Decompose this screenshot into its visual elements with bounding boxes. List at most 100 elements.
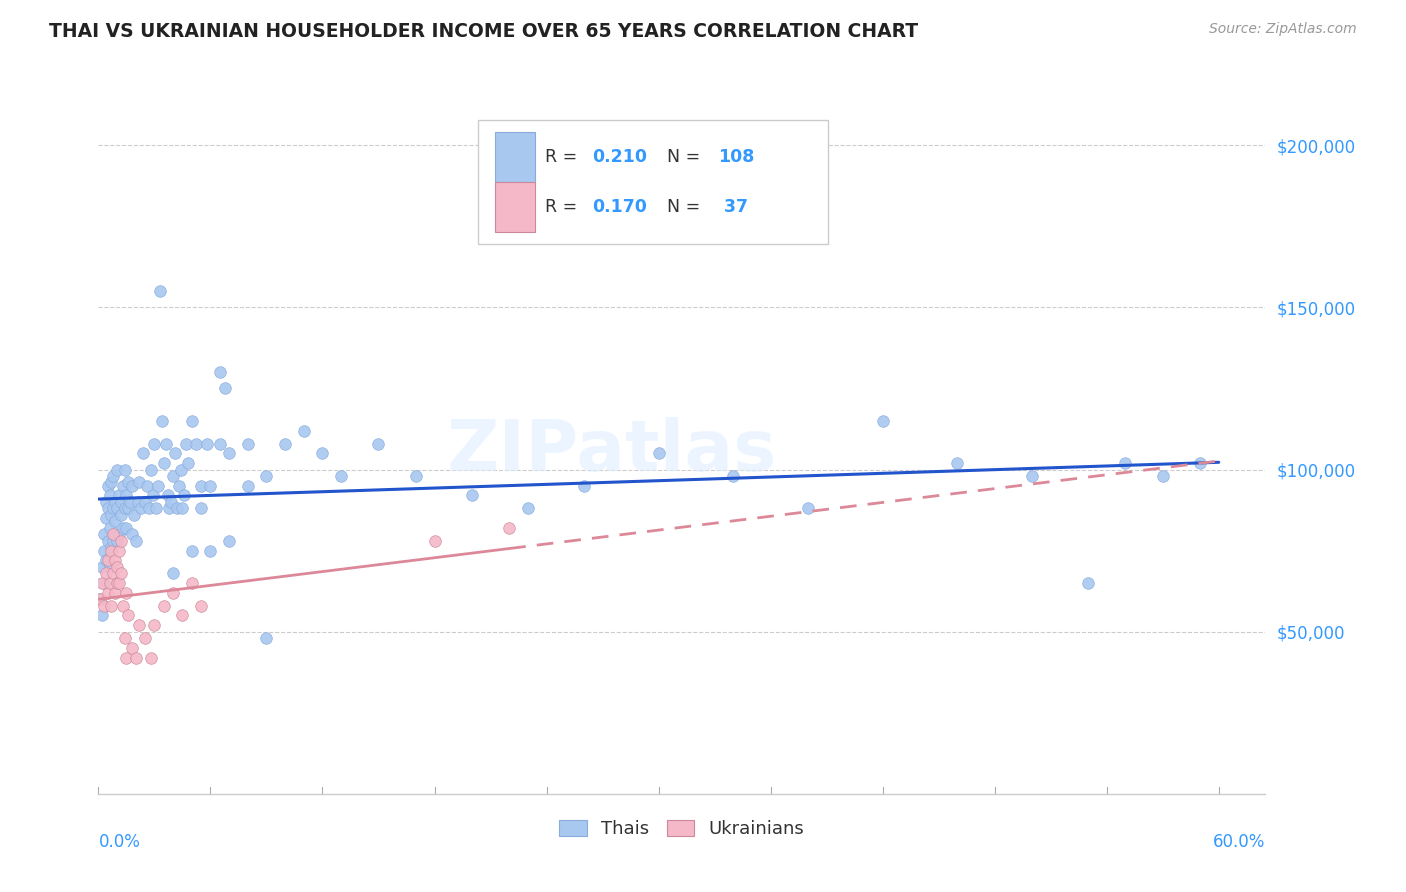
Point <box>180 414 202 428</box>
Point <box>117 501 139 516</box>
Point <box>797 501 820 516</box>
Point <box>132 446 155 460</box>
Point <box>89 592 111 607</box>
Point <box>172 501 194 516</box>
Point <box>190 501 212 516</box>
Point <box>142 488 165 502</box>
Point <box>218 446 240 460</box>
Point <box>91 576 114 591</box>
Point <box>100 599 122 613</box>
Point <box>208 436 231 450</box>
Point <box>516 501 538 516</box>
Point <box>94 511 117 525</box>
Point <box>163 446 186 460</box>
Point <box>200 543 222 558</box>
Point <box>214 381 236 395</box>
Point <box>180 576 202 591</box>
Point <box>115 586 138 600</box>
Point <box>572 479 595 493</box>
Point <box>200 479 222 493</box>
Point <box>121 479 143 493</box>
Point <box>160 495 183 509</box>
Point <box>423 533 446 548</box>
Point <box>125 650 148 665</box>
Point <box>100 541 122 555</box>
Point <box>105 576 128 591</box>
Point <box>91 559 114 574</box>
Point <box>1189 456 1212 470</box>
FancyBboxPatch shape <box>495 132 534 182</box>
Point <box>274 436 297 450</box>
Point <box>162 469 184 483</box>
Point <box>110 533 132 548</box>
Text: Source: ZipAtlas.com: Source: ZipAtlas.com <box>1209 22 1357 37</box>
Point <box>166 501 188 516</box>
Point <box>131 501 153 516</box>
Point <box>104 495 127 509</box>
Point <box>98 559 121 574</box>
Point <box>115 521 138 535</box>
Point <box>105 559 128 574</box>
Text: 60.0%: 60.0% <box>1213 833 1265 851</box>
Point <box>184 436 207 450</box>
Point <box>103 527 125 541</box>
Point <box>139 462 162 476</box>
Point <box>121 640 143 655</box>
Point <box>100 543 122 558</box>
Text: N =: N = <box>657 198 706 216</box>
Point <box>94 553 117 567</box>
Point <box>108 576 131 591</box>
Point <box>104 586 127 600</box>
Point <box>105 462 128 476</box>
Point <box>177 456 200 470</box>
Text: R =: R = <box>546 148 583 166</box>
Point <box>111 521 134 535</box>
Point <box>190 599 212 613</box>
Point <box>93 527 115 541</box>
Point <box>89 592 111 607</box>
Point <box>98 576 121 591</box>
Point <box>136 479 159 493</box>
Point <box>1152 469 1174 483</box>
Point <box>143 618 166 632</box>
Point <box>103 501 125 516</box>
Point <box>236 479 259 493</box>
Text: 0.210: 0.210 <box>592 148 647 166</box>
Point <box>115 650 138 665</box>
Point <box>498 521 520 535</box>
FancyBboxPatch shape <box>478 120 828 244</box>
Point <box>138 501 160 516</box>
Point <box>104 515 127 529</box>
FancyBboxPatch shape <box>495 182 534 232</box>
Point <box>405 469 427 483</box>
Point <box>111 599 134 613</box>
Point <box>111 479 134 493</box>
Point <box>108 543 131 558</box>
Point <box>98 488 121 502</box>
Point <box>97 553 120 567</box>
Point <box>946 456 969 470</box>
Point <box>128 618 150 632</box>
Text: THAI VS UKRAINIAN HOUSEHOLDER INCOME OVER 65 YEARS CORRELATION CHART: THAI VS UKRAINIAN HOUSEHOLDER INCOME OVE… <box>49 22 918 41</box>
Point <box>195 436 218 450</box>
Point <box>330 469 353 483</box>
Point <box>117 475 139 490</box>
Point <box>94 566 117 581</box>
Text: ZIPatlas: ZIPatlas <box>447 417 778 486</box>
Point <box>122 508 145 522</box>
Point <box>127 495 149 509</box>
Point <box>100 475 122 490</box>
Point <box>162 586 184 600</box>
Point <box>97 479 120 493</box>
Point <box>1077 576 1099 591</box>
Point <box>150 414 173 428</box>
Point <box>647 446 669 460</box>
Point <box>174 436 197 450</box>
Point <box>114 501 136 516</box>
Text: 0.0%: 0.0% <box>98 833 141 851</box>
Point <box>872 414 894 428</box>
Point <box>120 495 142 509</box>
Point <box>1114 456 1136 470</box>
Point <box>105 533 128 548</box>
Point <box>110 495 132 509</box>
